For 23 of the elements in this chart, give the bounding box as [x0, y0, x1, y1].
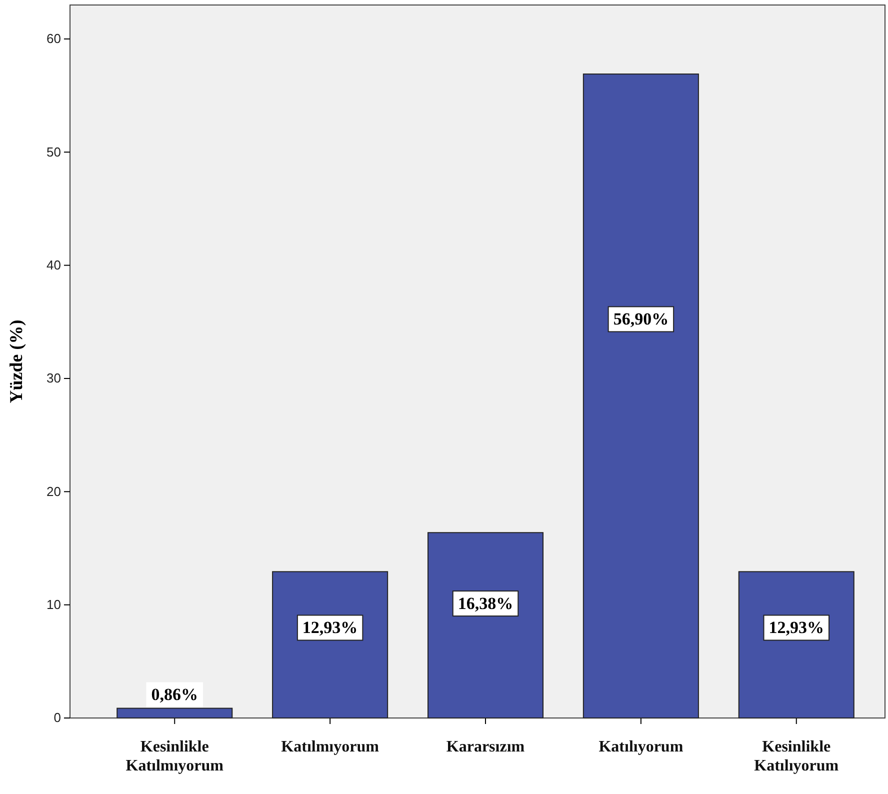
data-label: 16,38% [458, 594, 514, 614]
x-tick-label: Katılmıyorum [281, 738, 380, 756]
x-tick-label: Kesinlikle Katılıyorum [754, 738, 840, 775]
x-tick-label: Katılıyorum [598, 738, 684, 756]
y-tick-label: 20 [46, 484, 61, 499]
bar [427, 532, 544, 718]
bar [738, 571, 854, 718]
y-tick-label: 0 [54, 710, 61, 726]
bar [582, 74, 699, 718]
data-label: 12,93% [768, 618, 824, 638]
y-axis-title: Yüzde (%) [6, 320, 26, 404]
data-label: 56,90% [613, 310, 669, 329]
x-tick-label: Kararsızım [446, 738, 526, 756]
data-label: 12,93% [302, 618, 358, 638]
x-tick-label: Kesinlikle Katılmıyorum [126, 738, 224, 775]
y-tick-label: 30 [46, 370, 61, 386]
bar [272, 571, 388, 718]
y-tick-label: 50 [46, 144, 61, 160]
y-tick-label: 10 [46, 596, 61, 612]
y-tick-label: 60 [46, 31, 61, 46]
data-label: 0,86% [151, 685, 198, 704]
y-tick-label: 40 [46, 257, 61, 272]
bar [116, 708, 233, 718]
